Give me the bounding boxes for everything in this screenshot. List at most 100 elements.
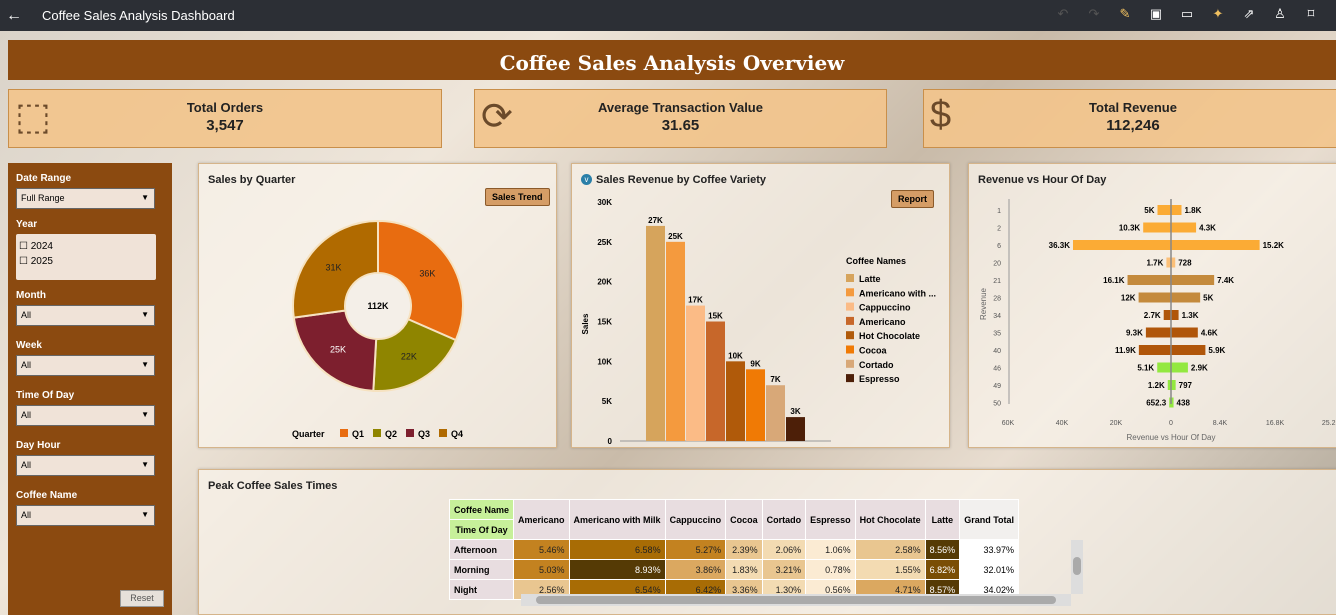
bar-right	[1171, 380, 1176, 390]
legend-swatch	[406, 429, 414, 437]
table-cell: 8.93%	[568, 559, 666, 580]
kpi-total-revenue: $ Total Revenue 112,246	[923, 89, 1336, 148]
legend-label: Q3	[418, 429, 430, 439]
scrollbar-thumb[interactable]	[1073, 557, 1081, 575]
edit-icon[interactable]: ✎	[1119, 6, 1131, 21]
bar-label: 15.2K	[1263, 241, 1285, 250]
table-cell: 5.03%	[513, 559, 570, 580]
column-header: Grand Total	[959, 499, 1020, 540]
reset-button[interactable]: Reset	[120, 590, 164, 607]
bar-right	[1171, 310, 1179, 320]
bar-left	[1157, 362, 1171, 373]
x-tick-label: 25.2K	[1322, 420, 1336, 427]
day-hour-select[interactable]: All	[16, 455, 155, 476]
kpi-label: Total Revenue	[1089, 100, 1177, 115]
donut-slice	[377, 219, 464, 342]
year-label: 2024	[30, 241, 53, 252]
info-icon[interactable]: v	[581, 174, 592, 185]
y-tick-label: 2	[997, 226, 1001, 233]
bar-label: 438	[1177, 399, 1191, 408]
comment-icon[interactable]: ▭	[1180, 6, 1194, 21]
legend-swatch	[846, 331, 854, 340]
y-tick-label: 20K	[597, 278, 612, 287]
legend-label: Latte	[859, 274, 881, 284]
app-title: Coffee Sales Analysis Dashboard	[42, 8, 235, 23]
bar-left	[1166, 257, 1171, 268]
peak-sales-card: Peak Coffee Sales Times Coffee Name Amer…	[198, 469, 1336, 615]
row-label: Night	[448, 579, 515, 600]
table-cell: 2.58%	[854, 539, 926, 560]
vertical-scrollbar[interactable]	[1071, 540, 1083, 594]
y-tick-label: 30K	[597, 198, 612, 207]
legend-label: Cappuccino	[859, 303, 911, 313]
x-tick-label: 40K	[1056, 420, 1069, 427]
x-tick-label: 60K	[1002, 420, 1015, 427]
bar-left	[1143, 222, 1171, 233]
report-button[interactable]: Report	[891, 190, 934, 208]
save-icon[interactable]: ▣	[1149, 6, 1163, 21]
filter-label: Day Hour	[16, 440, 61, 451]
horizontal-scrollbar[interactable]	[521, 594, 1071, 606]
sales-trend-button[interactable]: Sales Trend	[485, 188, 550, 206]
time-of-day-select[interactable]: All	[16, 405, 155, 426]
bar-label: 17K	[688, 296, 703, 305]
legend-swatch	[846, 288, 854, 297]
slice-label: 31K	[325, 262, 341, 272]
bar-chart: 0 5K 10K 15K 20K 25K 30K Sales 27K 25K 17K 15K 10K 9K…	[581, 198, 936, 446]
back-button[interactable]: ←	[6, 6, 22, 24]
scrollbar-thumb[interactable]	[536, 596, 1056, 604]
coffee-image	[8, 40, 64, 80]
share-icon[interactable]: ⇗	[1243, 6, 1255, 21]
column-header: Americano with Milk	[568, 499, 666, 540]
year-option[interactable]: ☐ 2025	[19, 256, 53, 267]
coffee-name-select[interactable]: All	[16, 505, 155, 526]
top-bar: ← Coffee Sales Analysis Dashboard ↶ ↷ ✎ …	[0, 0, 1336, 31]
table-cell: 0.78%	[805, 559, 856, 580]
user-icon[interactable]: ♙	[1274, 6, 1286, 21]
row-header: Time Of Day	[448, 519, 515, 540]
page-title: Coffee Sales Analysis Overview	[499, 51, 845, 75]
legend-title: Coffee Names	[846, 256, 906, 266]
filter-label: Coffee Name	[16, 490, 78, 501]
legend-label: Q1	[352, 429, 364, 439]
legend-label: Cocoa	[859, 346, 888, 356]
bar	[786, 417, 805, 441]
bar-label: 1.2K	[1148, 381, 1165, 390]
undo-icon[interactable]: ↶	[1057, 6, 1069, 21]
revenue-vs-hour-card: Revenue vs Hour Of Day 1 5K 1.8K 2 10.3K 4.3K…	[968, 163, 1336, 448]
year-option[interactable]: ☐ 2024	[19, 241, 53, 252]
bar-right	[1171, 345, 1206, 355]
bar-label: 25K	[668, 232, 683, 241]
year-label: 2025	[30, 256, 53, 267]
x-tick-label: 16.8K	[1266, 420, 1285, 427]
legend-label: Cortado	[859, 360, 894, 370]
row-label: Morning	[448, 559, 515, 580]
y-tick-label: 40	[993, 348, 1001, 355]
bar-label: 5.9K	[1208, 346, 1225, 355]
date-range-select[interactable]: Full Range	[16, 188, 155, 209]
bar-label: 7.4K	[1217, 276, 1234, 285]
bar-label: 4.3K	[1199, 224, 1216, 233]
center-label: 112K	[367, 301, 389, 311]
magic-icon[interactable]: ✦	[1212, 6, 1224, 21]
x-axis-label: Revenue vs Hour Of Day	[1127, 433, 1216, 442]
y-tick-label: 0	[608, 437, 613, 446]
row-label: Afternoon	[448, 539, 515, 560]
legend-swatch	[846, 374, 854, 383]
table-cell: 1.06%	[805, 539, 856, 560]
bar-label: 12K	[1121, 294, 1136, 303]
redo-icon[interactable]: ↷	[1088, 6, 1100, 21]
month-select[interactable]: All	[16, 305, 155, 326]
legend-title: Quarter	[292, 429, 325, 439]
bar-right	[1171, 257, 1176, 268]
bar	[766, 385, 785, 441]
donut-slice	[372, 317, 458, 392]
sales-by-quarter-card: Sales by Quarter Sales Trend 36K 22K 25K 31…	[198, 163, 557, 448]
bookmark-icon[interactable]: ⌑	[1307, 6, 1315, 21]
legend-swatch	[439, 429, 447, 437]
y-tick-label: 34	[993, 313, 1001, 320]
bar-right	[1171, 222, 1197, 233]
week-select[interactable]: All	[16, 355, 155, 376]
bar-label: 1.8K	[1184, 206, 1201, 215]
bar-label: 4.6K	[1201, 329, 1218, 338]
